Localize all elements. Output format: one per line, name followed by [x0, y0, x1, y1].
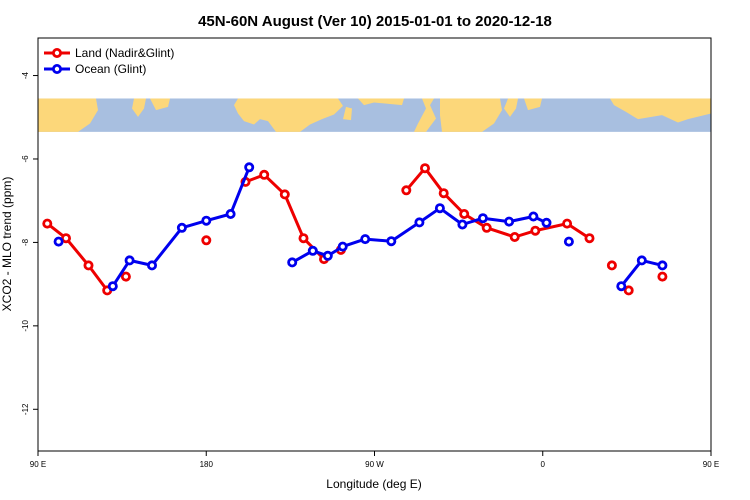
- data-point: [481, 222, 492, 233]
- data-point: [124, 255, 135, 266]
- data-point: [307, 245, 318, 256]
- data-point: [322, 250, 333, 261]
- map-land-8: [504, 98, 518, 117]
- y-tick-label: -12: [21, 403, 30, 415]
- data-point: [386, 236, 397, 247]
- map-land-6: [414, 98, 436, 132]
- world-map-band: [38, 98, 711, 132]
- data-point: [287, 257, 298, 268]
- series-0: [42, 163, 746, 296]
- legend: Land (Nadir&Glint) Ocean (Glint): [44, 46, 174, 76]
- legend-entry: Ocean (Glint): [75, 62, 146, 76]
- data-point: [61, 233, 72, 244]
- data-point: [530, 225, 541, 236]
- y-tick-label: -10: [21, 320, 30, 332]
- x-tick-label: 180: [200, 460, 214, 469]
- data-point: [53, 236, 64, 247]
- data-point: [176, 222, 187, 233]
- map-land-7: [440, 98, 502, 132]
- data-point: [434, 203, 445, 214]
- map-land-1: [132, 98, 146, 117]
- data-point: [438, 188, 449, 199]
- series-1: [53, 162, 746, 292]
- data-point: [606, 260, 617, 271]
- data-point: [279, 189, 290, 200]
- data-point: [419, 163, 430, 174]
- data-point: [259, 169, 270, 180]
- data-point: [541, 217, 552, 228]
- data-point: [739, 224, 746, 231]
- data-point: [298, 233, 309, 244]
- map-land-9: [524, 98, 542, 111]
- data-point: [636, 255, 647, 266]
- data-point: [509, 231, 520, 242]
- y-axis: -4 -6 -8 -10 -12: [21, 71, 38, 415]
- x-tick-label: 0: [541, 460, 546, 469]
- map-land-3: [234, 98, 343, 132]
- data-point: [337, 241, 348, 252]
- map-land-5: [358, 98, 404, 106]
- data-point: [459, 208, 470, 219]
- data-point: [83, 260, 94, 271]
- data-point: [225, 208, 236, 219]
- map-land-2: [150, 98, 170, 111]
- x-tick-label: 90 E: [703, 460, 719, 469]
- x-tick-label: 90 E: [30, 460, 46, 469]
- legend-entry: Land (Nadir&Glint): [75, 46, 174, 60]
- data-point: [623, 285, 634, 296]
- series-line: [46, 222, 109, 292]
- map-land-0: [38, 98, 98, 132]
- data-point: [739, 237, 746, 244]
- data-point: [562, 218, 573, 229]
- chart-title: 45N-60N August (Ver 10) 2015-01-01 to 20…: [198, 13, 552, 30]
- y-tick-label: -4: [21, 71, 30, 79]
- map-land-10: [610, 98, 711, 123]
- y-tick-label: -8: [21, 238, 30, 246]
- data-point: [584, 233, 595, 244]
- data-point: [42, 218, 53, 229]
- data-point: [107, 281, 118, 292]
- data-point: [477, 213, 488, 224]
- legend-marker: [52, 64, 63, 75]
- x-axis: 90 E 180 90 W 0 90 E: [30, 451, 719, 469]
- data-point: [414, 217, 425, 228]
- y-tick-label: -6: [21, 155, 30, 163]
- data-point: [504, 216, 515, 227]
- legend-marker: [52, 48, 63, 59]
- data-point: [563, 236, 574, 247]
- data-point: [657, 271, 668, 282]
- data-point: [201, 235, 212, 246]
- series-line: [405, 166, 591, 240]
- data-point: [657, 260, 668, 271]
- data-point: [401, 185, 412, 196]
- data-point: [616, 281, 627, 292]
- data-point: [457, 219, 468, 230]
- data-point: [528, 211, 539, 222]
- map-ocean: [38, 98, 711, 132]
- data-point: [120, 271, 131, 282]
- series-layer: [42, 162, 746, 296]
- y-axis-label: XCO2 - MLO trend (ppm): [0, 177, 14, 312]
- data-point: [146, 260, 157, 271]
- data-point: [360, 234, 371, 245]
- x-tick-label: 90 W: [365, 460, 384, 469]
- x-axis-label: Longitude (deg E): [326, 477, 421, 491]
- data-point: [201, 215, 212, 226]
- map-land-4: [343, 106, 352, 121]
- data-point: [244, 162, 255, 173]
